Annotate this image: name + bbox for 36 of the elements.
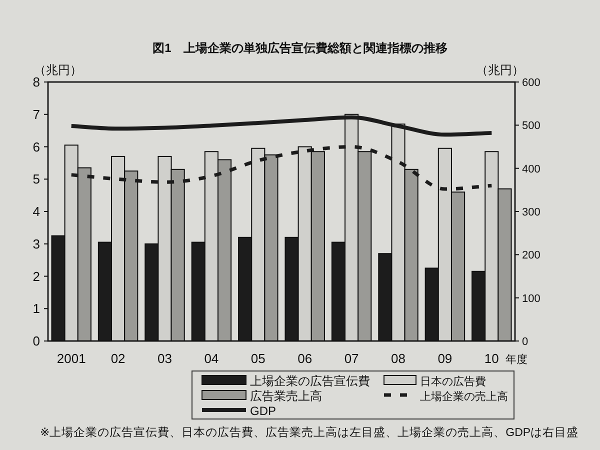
xtick: 2001 [56, 351, 86, 366]
xtick: 02 [110, 351, 126, 366]
ytick: 4 [32, 204, 40, 219]
xtick: 07 [344, 351, 359, 366]
xtick: 08 [391, 351, 406, 366]
ytick: 5 [32, 172, 40, 187]
xlabel: 年度 [506, 354, 528, 366]
ytick: 1 [32, 301, 40, 316]
xtick: 05 [250, 351, 266, 366]
title: 図1 上場企業の単独広告宣伝費総額と関連指標の推移 [152, 41, 448, 55]
ytick: 3 [32, 236, 40, 252]
xtick: 09 [438, 351, 452, 366]
xtick: 06 [298, 351, 312, 366]
annotation: ※上場企業の広告宣伝費、日本の広告費、広告業売上高は左目盛、上場企業の売上高、GDPは右目盛 [40, 427, 579, 439]
ytick: 6 [32, 139, 40, 154]
y2tick: 500 [522, 120, 540, 132]
y2tick: 0 [522, 336, 528, 348]
y2tick: 100 [522, 292, 540, 305]
y2tick: 300 [522, 206, 540, 218]
xtick: 04 [204, 351, 219, 366]
legend-label: GDP [250, 404, 276, 418]
ylabel: （兆円） [34, 63, 82, 77]
y2tick: 200 [522, 250, 540, 262]
y2tick: 400 [522, 163, 540, 176]
ytick: 7 [32, 106, 40, 122]
xtick: 03 [158, 351, 172, 366]
legend-label: 広告業売上高 [250, 389, 322, 403]
xtick: 10 [484, 351, 499, 366]
y2tick: 600 [522, 77, 540, 89]
legend-label: 上場企業の広告宣伝費 [250, 374, 370, 388]
y2label: （兆円） [476, 63, 524, 77]
legend-label: 日本の広告費 [420, 376, 486, 388]
ytick: 0 [32, 334, 40, 348]
legend-label: 上場企業の売上高 [420, 391, 508, 403]
ytick: 8 [32, 74, 40, 90]
ytick: 2 [32, 268, 40, 284]
